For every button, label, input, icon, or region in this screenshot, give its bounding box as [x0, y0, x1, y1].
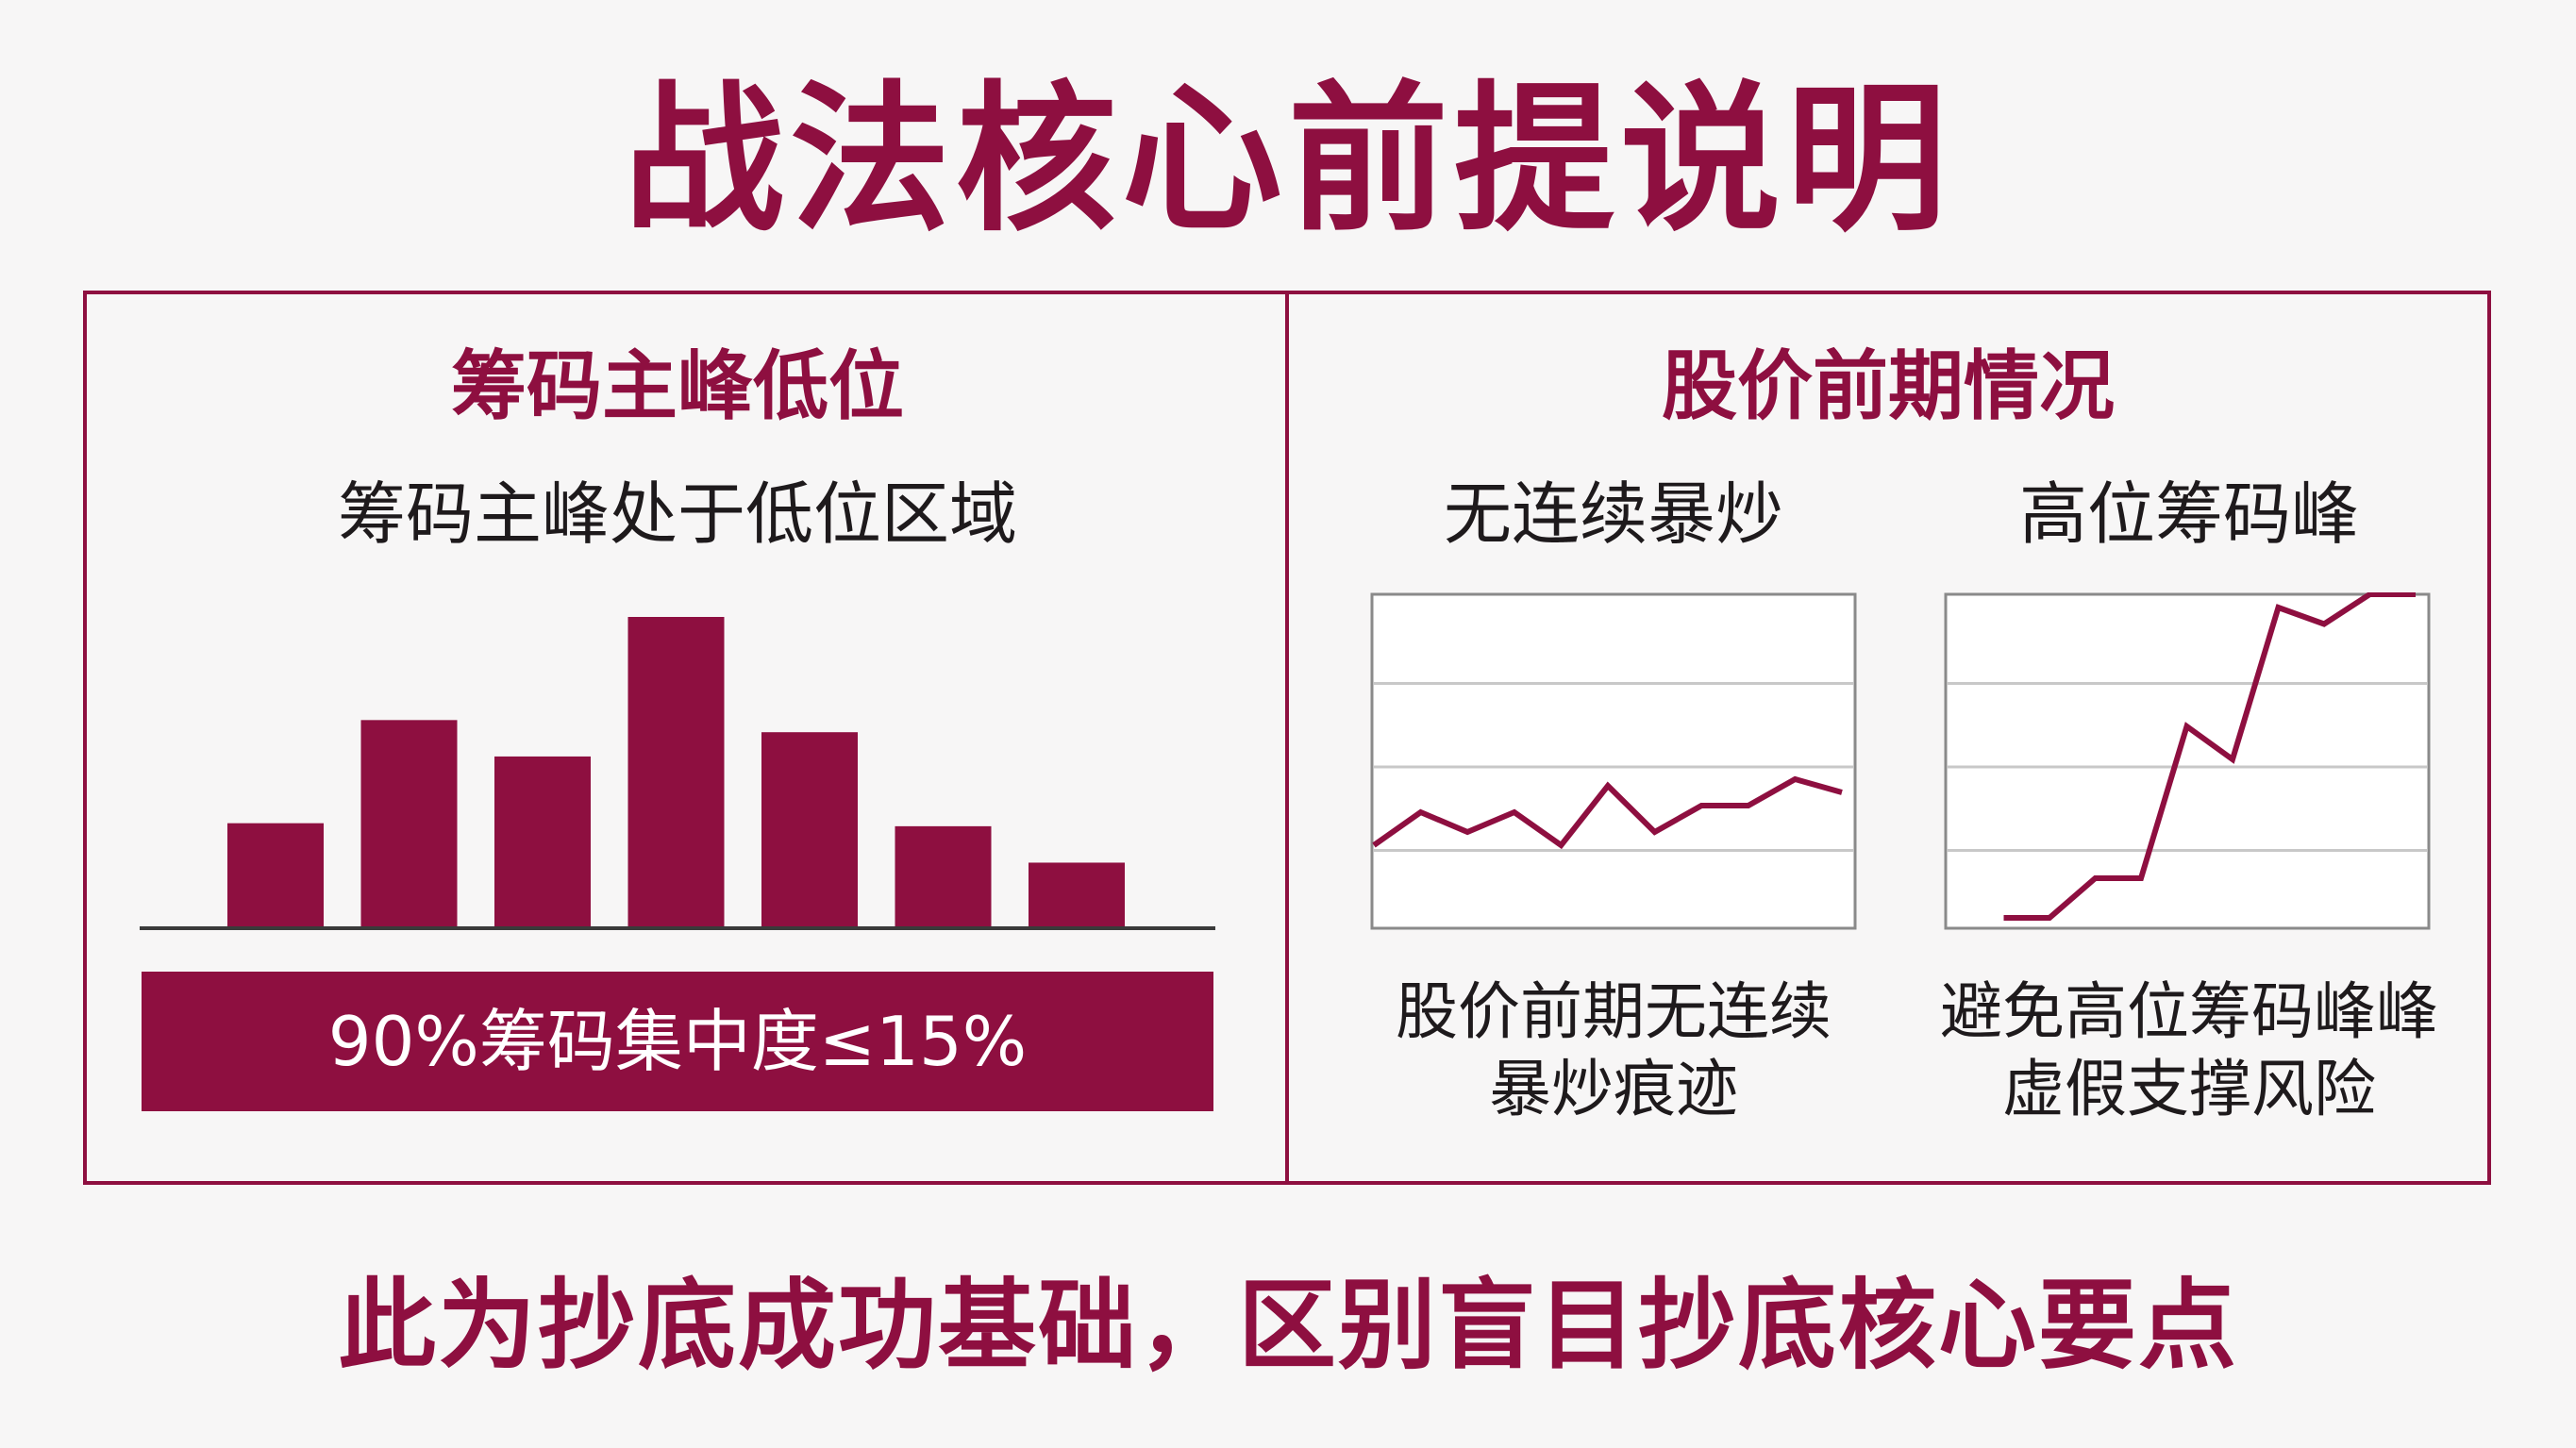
no-hype-caption-line1: 股价前期无连续: [1396, 975, 1832, 1048]
bar-3: [494, 756, 591, 926]
high-chip-series-line: [2003, 592, 2416, 921]
high-chip-peak-chart-title: 高位筹码峰: [2018, 474, 2359, 554]
no-hype-frame: [1370, 592, 1857, 930]
no-hype-caption-line2: 暴炒痕迹: [1489, 1053, 1738, 1125]
panel-divider: [1285, 291, 1289, 1185]
high-chip-caption-line2: 虚假支撑风险: [2002, 1053, 2376, 1125]
bar-7: [1029, 862, 1125, 926]
bar-5: [761, 732, 858, 926]
bar-6: [895, 825, 992, 926]
left-panel-subtitle: 筹码主峰处于低位区域: [337, 474, 1017, 554]
high-chip-peak-line-chart: [1944, 592, 2431, 930]
high-chip-caption-line1: 避免高位筹码峰峰: [1940, 975, 2438, 1048]
high-chip-frame: [1944, 592, 2431, 930]
no-hype-chart-title: 无连续暴炒: [1443, 474, 1783, 554]
page-title: 战法核心前提说明: [623, 67, 1952, 254]
bar-4: [627, 617, 725, 926]
no-hype-line-chart: [1370, 592, 1857, 930]
bar-1: [227, 823, 324, 926]
concentration-stat-banner: 90%筹码集中度≤15%: [142, 972, 1213, 1111]
bar-2: [360, 720, 458, 926]
left-panel-title: 筹码主峰低位: [451, 342, 904, 430]
no-hype-series-line: [1372, 775, 1843, 850]
right-panel-title: 股价前期情况: [1662, 342, 2115, 430]
chip-distribution-bar-chart: [140, 617, 1215, 930]
footer-note: 此为抄底成功基础，区别盲目抄底核心要点: [337, 1268, 2238, 1383]
